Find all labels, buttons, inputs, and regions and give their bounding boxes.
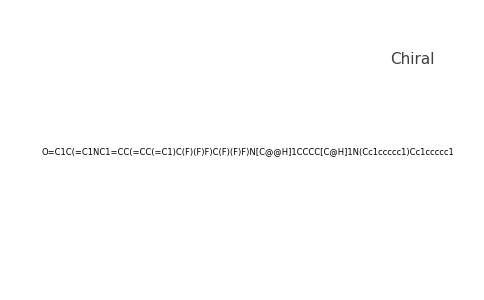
Text: O=C1C(=C1NC1=CC(=CC(=C1)C(F)(F)F)C(F)(F)F)N[C@@H]1CCCC[C@H]1N(Cc1ccccc1)Cc1ccccc: O=C1C(=C1NC1=CC(=CC(=C1)C(F)(F)F)C(F)(F)… (42, 147, 454, 156)
Text: Chiral: Chiral (391, 52, 435, 67)
